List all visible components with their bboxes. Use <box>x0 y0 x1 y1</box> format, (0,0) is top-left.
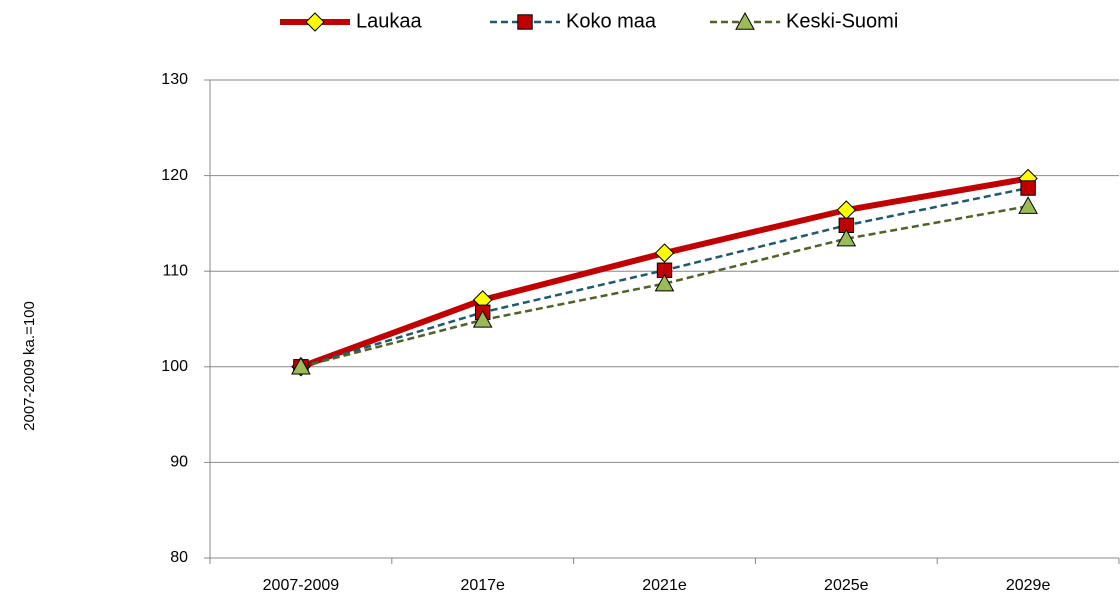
legend-marker <box>517 14 533 30</box>
marker <box>654 243 675 263</box>
y-tick-label: 100 <box>161 358 188 375</box>
y-tick-label: 80 <box>170 549 188 566</box>
y-tick-label: 110 <box>162 262 188 279</box>
y-axis-label: 2007-2009 ka.=100 <box>21 301 38 431</box>
x-tick-label: 2017e <box>460 577 505 594</box>
legend-marker <box>735 11 755 30</box>
y-tick-label: 130 <box>161 71 188 88</box>
marker <box>836 228 857 247</box>
legend-marker <box>305 12 325 32</box>
x-tick-label: 2021e <box>642 577 687 594</box>
legend-label: Keski-Suomi <box>786 10 898 32</box>
y-tick-label: 120 <box>161 167 188 184</box>
y-tick-label: 90 <box>170 454 188 471</box>
series-line <box>300 204 1029 369</box>
marker <box>836 200 857 220</box>
marker <box>472 309 493 328</box>
x-tick-label: 2007-2009 <box>263 577 340 594</box>
marker <box>1020 180 1036 196</box>
marker <box>654 273 675 292</box>
legend-label: Koko maa <box>566 10 657 32</box>
legend-label: Laukaa <box>356 10 422 32</box>
x-tick-label: 2029e <box>1006 577 1051 594</box>
marker <box>1018 196 1038 214</box>
x-tick-label: 2025e <box>824 577 869 594</box>
marker <box>291 356 311 375</box>
